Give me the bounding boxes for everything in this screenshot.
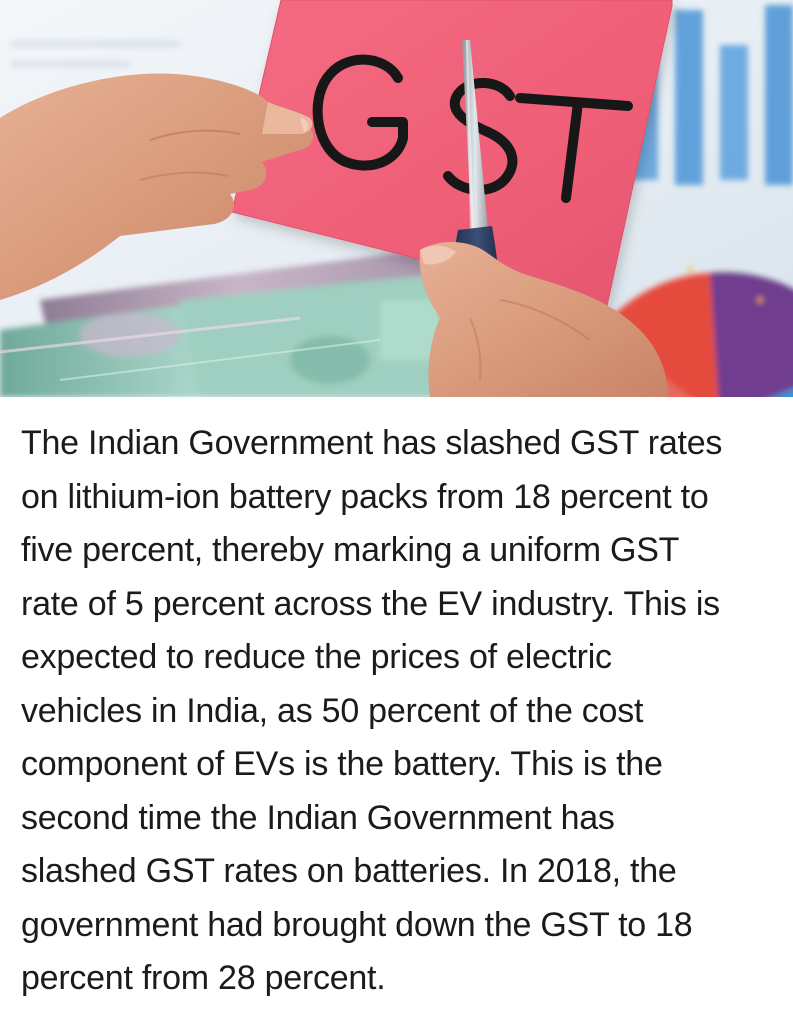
article-line: government had brought down the GST to 1… <box>21 905 693 944</box>
left-hand <box>0 73 314 300</box>
article-paragraph: The Indian Government has slashed GST ra… <box>21 417 773 1006</box>
gst-photo-illustration <box>0 0 793 397</box>
article-line: expected to reduce the prices of electri… <box>21 638 612 676</box>
article-line: vehicles in India, as 50 percent of the … <box>21 691 644 730</box>
article-line: The Indian Government has slashed GST ra… <box>21 424 723 462</box>
article-line: second time the Indian Government has <box>21 798 615 837</box>
article-line: component of EVs is the battery. This is… <box>21 745 663 783</box>
article-line: five percent, thereby marking a uniform … <box>21 531 680 569</box>
right-hand <box>419 241 668 397</box>
hero-image <box>0 0 793 397</box>
article-line: percent from 28 percent. <box>21 959 386 997</box>
banknotes <box>0 250 500 397</box>
article-line: rate of 5 percent across the EV industry… <box>21 584 720 623</box>
article-body: The Indian Government has slashed GST ra… <box>0 397 793 1024</box>
article-line: slashed GST rates on batteries. In 2018,… <box>21 852 677 890</box>
article-line: on lithium-ion battery packs from 18 per… <box>21 477 709 516</box>
